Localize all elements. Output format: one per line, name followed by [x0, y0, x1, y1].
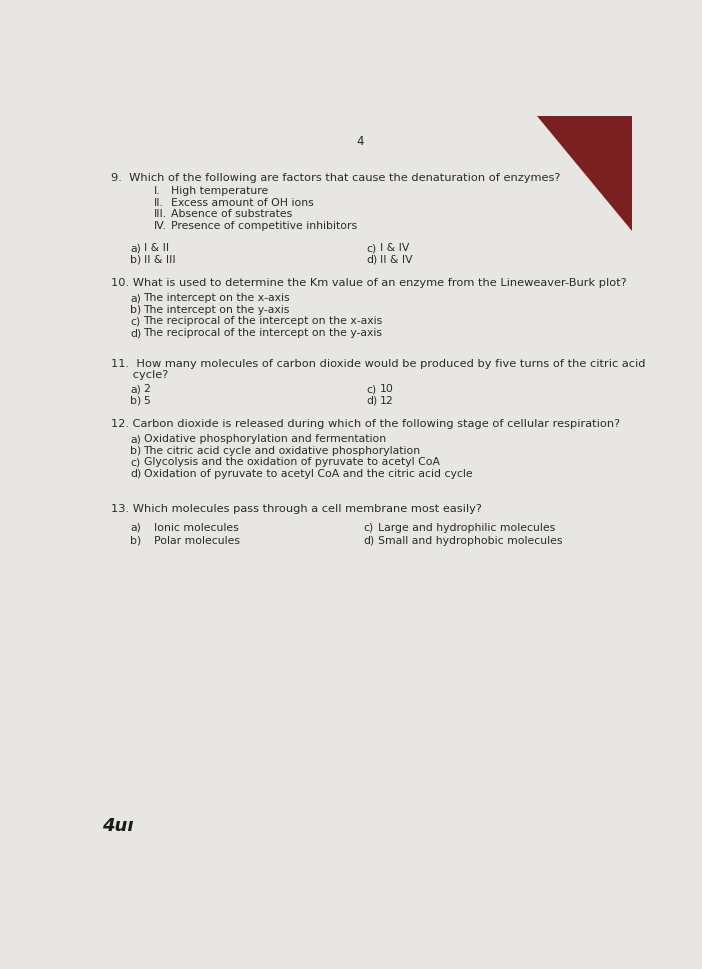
Text: 10. What is used to determine the Km value of an enzyme from the Lineweaver-Burk: 10. What is used to determine the Km val… — [111, 278, 627, 288]
Text: d): d) — [366, 395, 378, 406]
Text: Oxidation of pyruvate to acetyl CoA and the citric acid cycle: Oxidation of pyruvate to acetyl CoA and … — [143, 469, 472, 479]
Text: b): b) — [131, 446, 142, 455]
Text: a): a) — [131, 385, 141, 394]
Text: b): b) — [131, 255, 142, 265]
Text: II.: II. — [154, 198, 164, 208]
Text: 9.  Which of the following are factors that cause the denaturation of enzymes?: 9. Which of the following are factors th… — [111, 173, 560, 183]
Text: I & II: I & II — [143, 243, 168, 253]
Text: d): d) — [363, 536, 374, 546]
Text: Excess amount of OH ions: Excess amount of OH ions — [171, 198, 314, 208]
Text: 12. Carbon dioxide is released during which of the following stage of cellular r: 12. Carbon dioxide is released during wh… — [111, 419, 620, 429]
Text: Presence of competitive inhibitors: Presence of competitive inhibitors — [171, 221, 357, 231]
Text: b): b) — [131, 305, 142, 315]
Text: I.: I. — [154, 186, 160, 197]
Text: Glycolysis and the oxidation of pyruvate to acetyl CoA: Glycolysis and the oxidation of pyruvate… — [143, 457, 439, 467]
Text: Large and hydrophilic molecules: Large and hydrophilic molecules — [378, 523, 555, 533]
Text: 5: 5 — [143, 395, 150, 406]
Text: II & III: II & III — [143, 255, 176, 265]
Text: a): a) — [131, 243, 141, 253]
Text: The intercept on the x-axis: The intercept on the x-axis — [143, 294, 290, 303]
Text: c): c) — [131, 317, 140, 327]
Text: 10: 10 — [380, 385, 394, 394]
Text: b): b) — [131, 395, 142, 406]
Text: II & IV: II & IV — [380, 255, 413, 265]
Text: a): a) — [131, 434, 141, 445]
Text: a): a) — [131, 523, 141, 533]
Text: d): d) — [131, 328, 142, 338]
Text: d): d) — [366, 255, 378, 265]
Text: c): c) — [366, 243, 377, 253]
Text: b): b) — [131, 536, 142, 546]
Text: Oxidative phosphorylation and fermentation: Oxidative phosphorylation and fermentati… — [143, 434, 385, 445]
Text: 4uı: 4uı — [102, 818, 133, 835]
Text: High temperature: High temperature — [171, 186, 269, 197]
Text: cycle?: cycle? — [111, 370, 168, 381]
Text: 11.  How many molecules of carbon dioxide would be produced by five turns of the: 11. How many molecules of carbon dioxide… — [111, 359, 646, 369]
Text: 13. Which molecules pass through a cell membrane most easily?: 13. Which molecules pass through a cell … — [111, 504, 482, 514]
Text: 12: 12 — [380, 395, 394, 406]
Text: IV.: IV. — [154, 221, 166, 231]
Text: Polar molecules: Polar molecules — [154, 536, 239, 546]
Text: Absence of substrates: Absence of substrates — [171, 209, 293, 219]
Text: 2: 2 — [143, 385, 150, 394]
Text: The reciprocal of the intercept on the y-axis: The reciprocal of the intercept on the y… — [143, 328, 383, 338]
Text: 4: 4 — [356, 135, 364, 147]
Text: I & IV: I & IV — [380, 243, 409, 253]
Text: The reciprocal of the intercept on the x-axis: The reciprocal of the intercept on the x… — [143, 317, 383, 327]
Text: The citric acid cycle and oxidative phosphorylation: The citric acid cycle and oxidative phos… — [143, 446, 420, 455]
Text: Ionic molecules: Ionic molecules — [154, 523, 239, 533]
Text: c): c) — [366, 385, 377, 394]
Polygon shape — [537, 116, 632, 231]
Text: III.: III. — [154, 209, 167, 219]
Text: d): d) — [131, 469, 142, 479]
Text: c): c) — [131, 457, 140, 467]
Text: c): c) — [363, 523, 373, 533]
Text: The intercept on the y-axis: The intercept on the y-axis — [143, 305, 290, 315]
Text: Small and hydrophobic molecules: Small and hydrophobic molecules — [378, 536, 563, 546]
Text: a): a) — [131, 294, 141, 303]
